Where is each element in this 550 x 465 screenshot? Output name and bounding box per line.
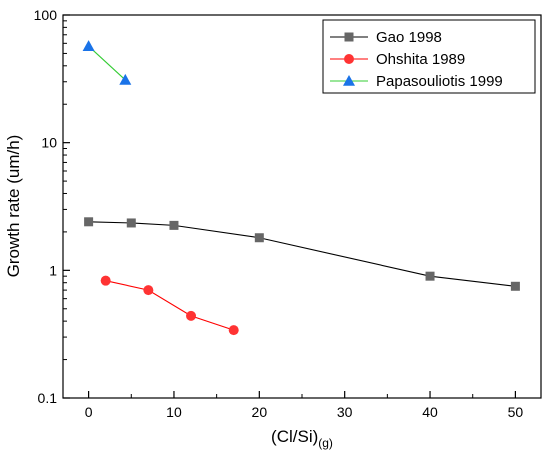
data-point (82, 40, 95, 51)
x-axis-title: (Cl/Si)(g) (271, 427, 333, 450)
legend-item: Ohshita 1989 (330, 51, 465, 68)
x-tick-label: 50 (508, 404, 524, 420)
data-point (169, 220, 179, 230)
x-axis-title-main: (Cl/Si) (271, 427, 318, 446)
legend: Gao 1998 Ohshita 1989 Papasouliotis 1999 (322, 19, 536, 94)
series-line (105, 280, 234, 331)
series-line (88, 221, 516, 287)
data-point (254, 233, 264, 243)
series-layer (82, 40, 520, 336)
data-point (143, 285, 154, 296)
legend-label: Gao 1998 (376, 29, 442, 46)
x-tick-label: 40 (422, 404, 438, 420)
x-tick-label: 0 (85, 404, 93, 420)
legend-label: Ohshita 1989 (376, 51, 465, 68)
y-tick-label: 10 (41, 135, 57, 151)
data-point (84, 217, 94, 227)
data-point (510, 281, 520, 291)
legend-marker (344, 32, 354, 42)
y-tick-label: 1 (49, 262, 57, 278)
series-papasouliotis-1999 (82, 40, 132, 85)
x-tick-label: 20 (252, 404, 268, 420)
series-gao-1998 (84, 217, 520, 291)
data-point (186, 310, 197, 321)
x-axis: 0 10 20 30 40 50 (85, 391, 524, 420)
data-point (100, 275, 111, 286)
x-axis-title-subscript: (g) (318, 436, 333, 450)
y-axis: 0.1 1 10 100 (34, 7, 70, 406)
data-point (425, 271, 435, 281)
legend-label: Papasouliotis 1999 (376, 73, 503, 90)
y-tick-label: 0.1 (38, 390, 58, 406)
series-line (88, 45, 126, 81)
data-point (126, 218, 136, 228)
data-point (228, 325, 239, 336)
series-ohshita-1989 (100, 275, 239, 336)
legend-marker (344, 54, 354, 64)
legend-marker (343, 75, 355, 86)
legend-item: Papasouliotis 1999 (330, 73, 503, 90)
legend-item: Gao 1998 (330, 29, 442, 46)
data-point (119, 73, 132, 85)
x-tick-label: 10 (166, 404, 182, 420)
x-tick-label: 30 (337, 404, 353, 420)
y-axis-title: Growth rate (um/h) (4, 135, 23, 278)
y-tick-label: 100 (34, 7, 58, 23)
